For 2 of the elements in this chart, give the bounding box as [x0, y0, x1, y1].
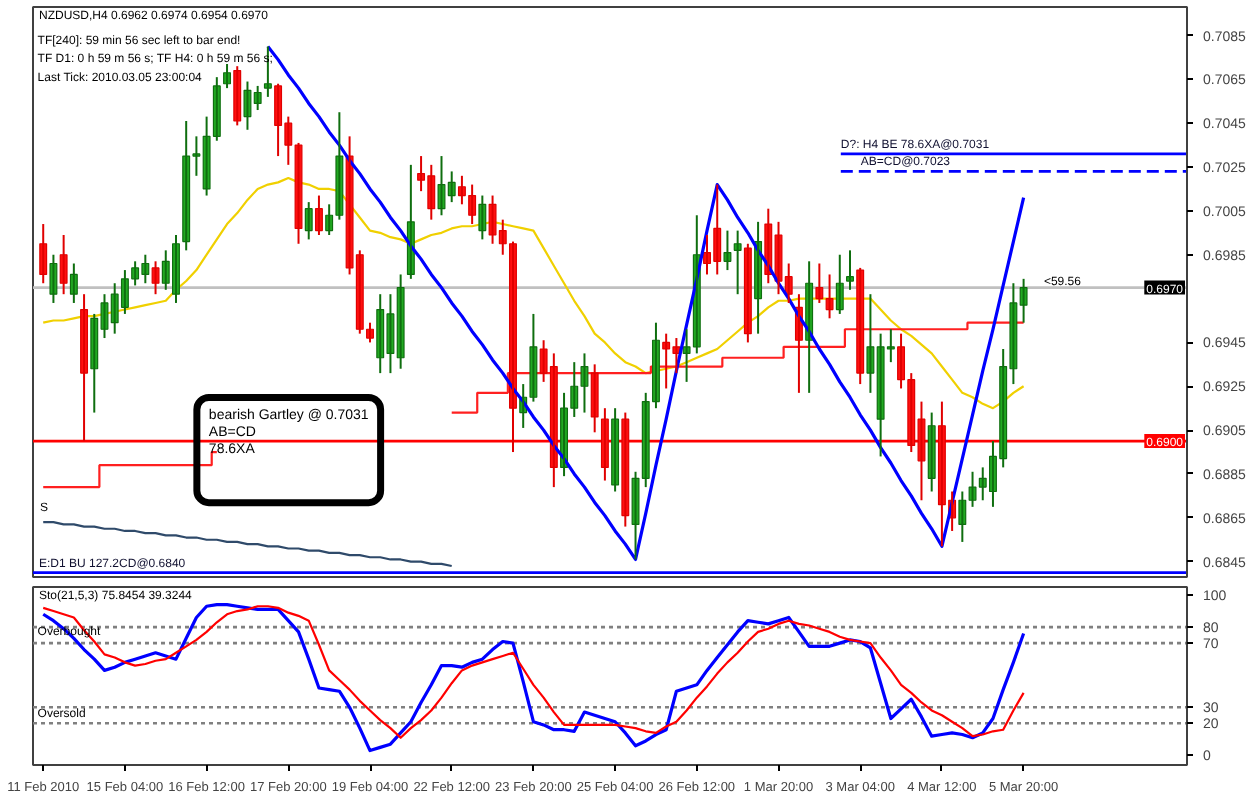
line-series: [42, 176, 1025, 410]
line-series: [42, 521, 453, 568]
